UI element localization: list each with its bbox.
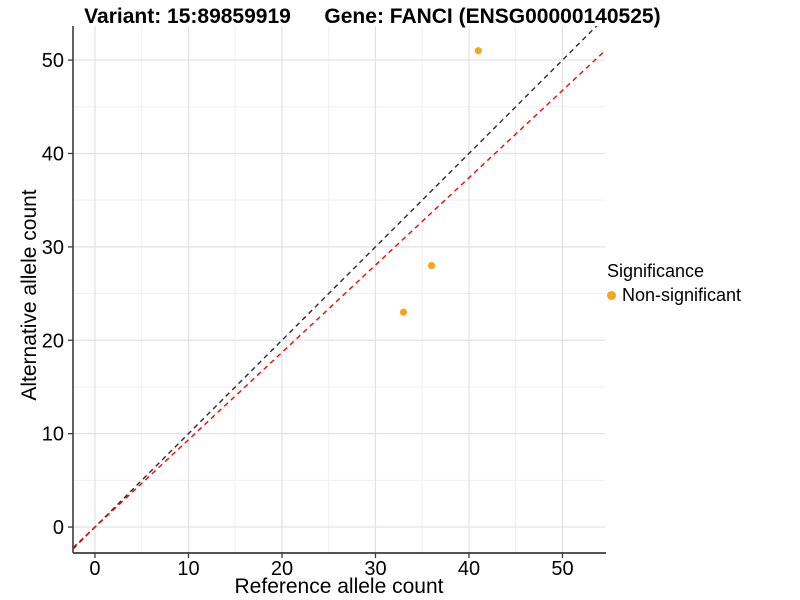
gene-title: Gene: FANCI (ENSG00000140525)	[324, 5, 661, 28]
x-axis-title: Reference allele count	[234, 575, 444, 598]
y-tick-label: 0	[53, 517, 64, 539]
y-axis-title: Alternative allele count	[18, 189, 41, 401]
y-tick-label: 30	[42, 237, 64, 259]
identity-line	[73, 26, 598, 550]
legend-item-label: Non-significant	[622, 285, 742, 305]
y-tick-label: 20	[42, 330, 64, 352]
minor-gridlines	[73, 26, 605, 553]
data-points	[399, 47, 482, 316]
legend-title: Significance	[607, 261, 705, 281]
x-tick-label: 50	[551, 558, 573, 580]
legend-item-non-significant: Non-significant	[607, 285, 741, 306]
x-tick-label: 30	[364, 558, 386, 580]
y-tick-label: 40	[42, 143, 64, 165]
expected-ratio-line	[73, 50, 605, 549]
data-point	[427, 261, 436, 270]
axis-ticks: 0 10 20 30 40 50 0 10 20 30 40 50	[42, 50, 574, 580]
x-tick-label: 20	[271, 558, 293, 580]
data-point	[474, 47, 482, 55]
legend: Significance Non-significant	[607, 261, 741, 306]
axis-lines	[72, 26, 606, 554]
major-gridlines	[73, 26, 605, 553]
x-tick-label: 0	[89, 558, 100, 580]
x-tick-label: 10	[177, 558, 199, 580]
variant-title: Variant: 15:89859919	[84, 5, 291, 28]
y-tick-label: 10	[42, 424, 64, 446]
x-tick-label: 40	[458, 558, 480, 580]
data-point	[399, 308, 408, 316]
y-tick-label: 50	[42, 50, 64, 72]
reference-lines	[73, 26, 605, 550]
non-significant-point-icon	[607, 291, 616, 300]
